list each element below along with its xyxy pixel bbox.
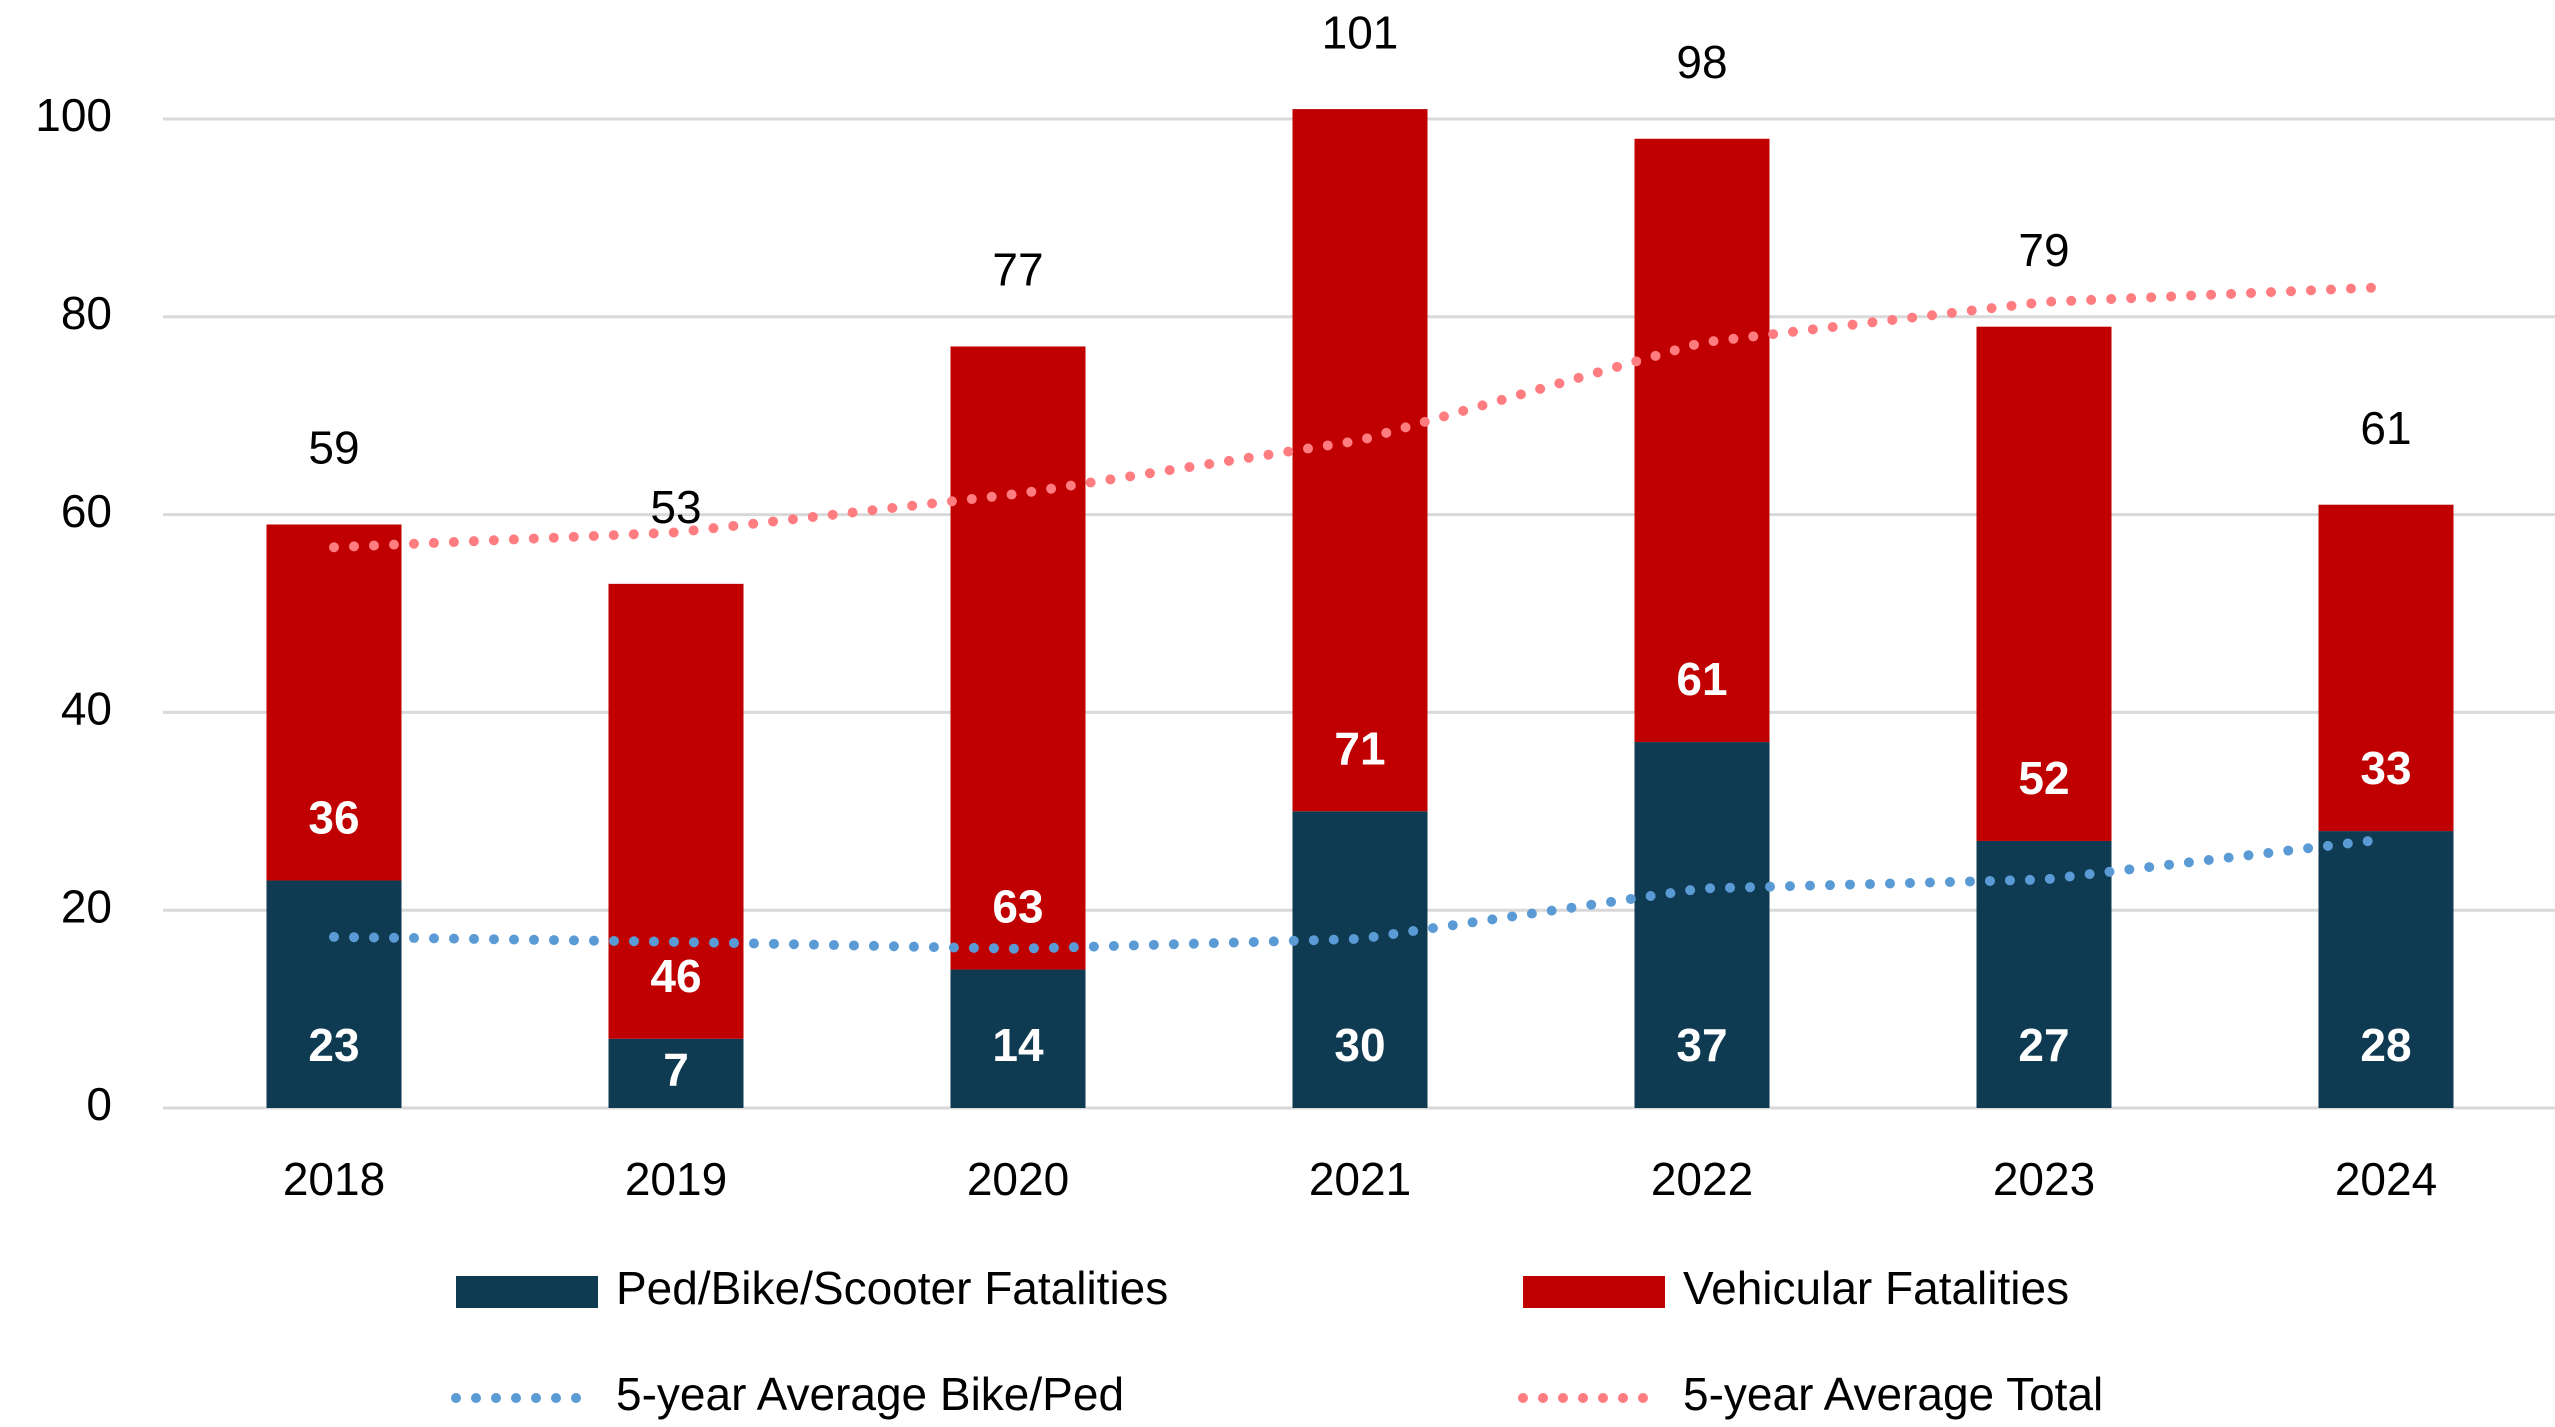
x-tick-label: 2023 <box>1993 1153 2095 1205</box>
bar-segment <box>1976 840 2112 1108</box>
data-label: 46 <box>650 950 701 1002</box>
data-label: 37 <box>1676 1019 1727 1071</box>
legend-label: 5-year Average Total <box>1683 1368 2103 1420</box>
legend-label: Vehicular Fatalities <box>1683 1262 2069 1314</box>
y-tick-label: 60 <box>61 485 112 537</box>
total-label: 59 <box>308 422 359 474</box>
data-label: 23 <box>308 1019 359 1071</box>
x-tick-label: 2021 <box>1309 1153 1411 1205</box>
x-tick-label: 2019 <box>625 1153 727 1205</box>
x-tick-label: 2018 <box>283 1153 385 1205</box>
total-label: 77 <box>992 244 1043 296</box>
bar-segment <box>950 346 1086 970</box>
total-label: 53 <box>650 481 701 533</box>
y-tick-label: 20 <box>61 880 112 932</box>
bar-segment <box>1634 138 1770 743</box>
line <box>329 282 2391 553</box>
bar-segment <box>608 583 744 1039</box>
data-label: 30 <box>1334 1019 1385 1071</box>
legend-label: Ped/Bike/Scooter Fatalities <box>616 1262 1168 1314</box>
line <box>329 833 2391 954</box>
bar-segment <box>266 880 402 1108</box>
total-label: 61 <box>2360 402 2411 454</box>
bar-segment <box>950 969 1086 1108</box>
total-label: 98 <box>1676 36 1727 88</box>
legend-swatch <box>456 1276 598 1308</box>
bar-segment <box>266 524 402 881</box>
bar-segment <box>608 1038 744 1108</box>
total-label: 79 <box>2018 224 2069 276</box>
total-label: 101 <box>1322 6 1399 58</box>
bar-segment <box>1292 811 1428 1108</box>
y-tick-label: 40 <box>61 683 112 735</box>
data-label: 14 <box>992 1019 1044 1071</box>
data-label: 36 <box>308 792 359 844</box>
bar-segment <box>1976 326 2112 841</box>
data-label: 33 <box>2360 742 2411 794</box>
legend-swatch <box>1523 1276 1665 1308</box>
data-label: 71 <box>1334 722 1385 774</box>
bar-segment <box>1634 742 1770 1108</box>
bar-segment <box>1292 109 1428 812</box>
data-label: 28 <box>2360 1019 2411 1071</box>
x-tick-label: 2022 <box>1651 1153 1753 1205</box>
data-label: 27 <box>2018 1019 2069 1071</box>
bar-segment <box>2318 504 2454 832</box>
bar-segment <box>2318 831 2454 1108</box>
y-tick-label: 0 <box>86 1078 112 1130</box>
x-tick-label: 2024 <box>2335 1153 2437 1205</box>
legend-label: 5-year Average Bike/Ped <box>616 1368 1124 1420</box>
data-label: 52 <box>2018 752 2069 804</box>
data-label: 61 <box>1676 653 1727 705</box>
data-label: 7 <box>663 1044 689 1096</box>
x-tick-label: 2020 <box>967 1153 1069 1205</box>
data-label: 63 <box>992 881 1043 933</box>
y-tick-label: 100 <box>35 89 112 141</box>
y-tick-label: 80 <box>61 287 112 339</box>
